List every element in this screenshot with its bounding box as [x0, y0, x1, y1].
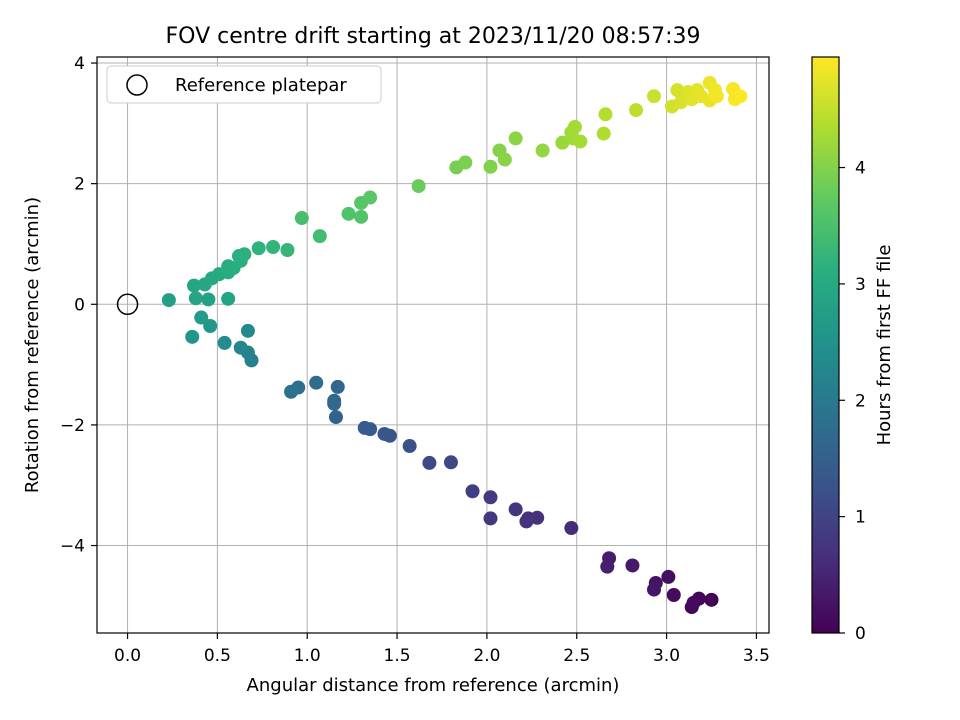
colorbar-gradient — [811, 56, 840, 634]
grid — [97, 57, 769, 633]
data-point — [535, 143, 550, 158]
y-tick-label: −2 — [60, 416, 85, 436]
data-point — [733, 89, 748, 104]
data-point — [508, 131, 523, 146]
data-point — [625, 558, 640, 573]
reference-point-marker — [116, 293, 139, 316]
data-point — [443, 455, 458, 470]
data-point — [357, 420, 372, 435]
data-point — [411, 179, 426, 194]
data-point — [188, 291, 203, 306]
colorbar-ticks: 0 1 2 3 4 — [839, 159, 866, 644]
y-tick-label: 4 — [74, 54, 85, 74]
data-point — [598, 107, 613, 122]
x-tick-label: 1.5 — [384, 646, 411, 666]
data-point — [161, 293, 176, 308]
data-point — [596, 126, 611, 141]
data-point — [294, 211, 309, 226]
data-point — [221, 291, 236, 306]
plot-frame — [96, 56, 770, 634]
data-point — [341, 206, 356, 221]
data-point — [185, 329, 200, 344]
data-point — [704, 592, 719, 607]
data-point — [363, 190, 378, 205]
data-point — [237, 247, 252, 262]
data-point — [483, 511, 498, 526]
colorbar-tick-label: 0 — [855, 624, 866, 644]
data-point — [686, 595, 701, 610]
legend-label: Reference platepar — [175, 75, 347, 96]
data-point — [666, 588, 681, 603]
colorbar-label: Hours from first FF file — [874, 245, 895, 446]
data-point — [519, 514, 534, 529]
data-point — [647, 89, 662, 104]
data-point — [629, 103, 644, 118]
data-point — [327, 396, 342, 411]
data-point — [673, 95, 688, 110]
x-tick-label: 0.5 — [204, 646, 231, 666]
data-point — [573, 134, 588, 149]
data-points — [161, 75, 748, 615]
colorbar: 0 1 2 3 4 Hours from first FF file — [811, 56, 895, 644]
data-point — [203, 319, 218, 334]
data-point — [709, 89, 724, 104]
data-point — [422, 455, 437, 470]
data-point — [465, 484, 480, 499]
data-point — [661, 569, 676, 584]
chart-title: FOV centre drift starting at 2023/11/20 … — [166, 24, 701, 49]
x-axis-ticks: 0.0 0.5 1.0 1.5 2.0 2.5 3.0 3.5 — [114, 633, 770, 666]
data-point — [483, 490, 498, 505]
x-tick-label: 0.0 — [114, 646, 141, 666]
y-tick-label: −4 — [60, 537, 85, 557]
data-point — [201, 292, 216, 307]
data-point — [670, 83, 685, 98]
data-point — [497, 152, 512, 167]
data-point — [567, 119, 582, 134]
data-point — [483, 159, 498, 174]
legend-marker — [126, 74, 148, 96]
data-point — [217, 335, 232, 350]
data-point — [458, 155, 473, 170]
colorbar-tick-label: 4 — [855, 159, 866, 179]
y-axis-label: Rotation from reference (arcmin) — [22, 197, 43, 493]
colorbar-tick-label: 2 — [855, 391, 866, 411]
data-point — [266, 239, 281, 254]
x-tick-label: 2.0 — [473, 646, 500, 666]
data-point — [240, 323, 255, 338]
legend: Reference platepar — [106, 65, 382, 104]
data-point — [251, 241, 266, 256]
data-point — [508, 502, 523, 517]
data-point — [280, 243, 295, 258]
data-point — [284, 384, 299, 399]
data-point — [328, 410, 343, 425]
x-tick-label: 2.5 — [563, 646, 590, 666]
x-tick-label: 3.0 — [653, 646, 680, 666]
data-point — [377, 426, 392, 441]
data-point — [187, 278, 202, 293]
x-tick-label: 3.5 — [743, 646, 770, 666]
data-point — [600, 559, 615, 574]
data-point — [647, 582, 662, 597]
x-axis-label: Angular distance from reference (arcmin) — [247, 675, 620, 696]
data-point — [233, 340, 248, 355]
data-point — [354, 209, 369, 224]
data-point — [330, 379, 345, 394]
plot-area — [96, 56, 770, 634]
data-point — [564, 521, 579, 536]
data-point — [555, 135, 570, 150]
data-point — [312, 229, 327, 244]
y-tick-label: 0 — [74, 295, 85, 315]
data-point — [221, 259, 236, 274]
data-point — [309, 375, 324, 390]
x-tick-label: 1.0 — [294, 646, 321, 666]
plot-background — [97, 57, 769, 633]
colorbar-tick-label: 3 — [855, 275, 866, 295]
colorbar-tick-label: 1 — [855, 508, 866, 528]
data-point — [194, 310, 209, 325]
legend-box — [106, 65, 382, 104]
data-point — [402, 439, 417, 454]
y-tick-label: 2 — [74, 175, 85, 195]
y-axis-ticks: −4 −2 0 2 4 — [60, 54, 97, 557]
